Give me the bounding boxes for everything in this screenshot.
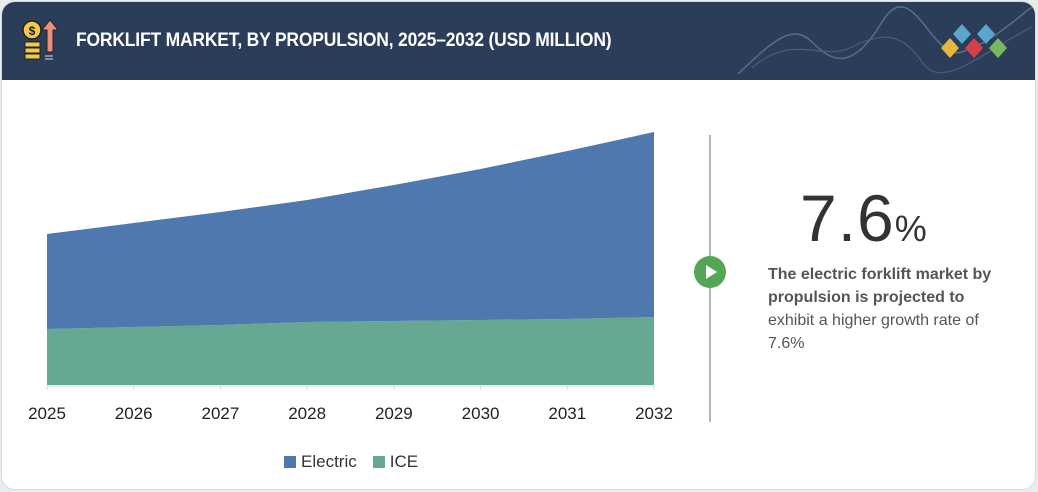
chart-title: FORKLIFT MARKET, BY PROPULSION, 2025–203… (76, 30, 612, 51)
growth-description: The electric forklift market by propulsi… (768, 263, 1008, 355)
growth-rate-value: 7.6 (800, 181, 895, 255)
header-bar: $ FORKLIFT MARKET, BY PROPULSION, 2025–2… (2, 2, 1035, 80)
area-series-electric (47, 132, 654, 329)
legend-label: Electric (301, 452, 357, 471)
x-tick-label: 2030 (462, 404, 500, 423)
legend-item-electric: Electric (284, 452, 357, 472)
x-tick-label: 2028 (288, 404, 326, 423)
legend-item-ice: ICE (372, 452, 419, 472)
x-tick-label: 2025 (28, 404, 66, 423)
legend-swatch-ice (372, 456, 385, 468)
growth-rate-unit: % (894, 208, 928, 249)
x-tick-label: 2027 (202, 404, 240, 423)
x-tick-label: 2026 (115, 404, 153, 423)
x-tick-label: 2031 (548, 404, 586, 423)
diamond-logo (941, 24, 1007, 58)
description-rest: exhibit a higher growth rate of 7.6% (768, 312, 979, 352)
growth-rate: 7.6% (800, 180, 928, 256)
x-tick-label: 2032 (635, 404, 673, 423)
area-chart: 2025 2026 2027 2028 2029 2030 2031 2032 (28, 132, 673, 423)
play-arrow-icon (694, 256, 726, 288)
money-growth-icon: $ (22, 19, 60, 60)
legend-swatch-electric (284, 456, 296, 468)
area-series-ice (47, 317, 654, 385)
description-bold: The electric forklift market by propulsi… (768, 266, 992, 306)
svg-text:$: $ (29, 24, 36, 38)
legend-label: ICE (389, 452, 419, 471)
x-tick-label: 2029 (375, 404, 413, 423)
chart-legend: Electric ICE (284, 452, 418, 472)
